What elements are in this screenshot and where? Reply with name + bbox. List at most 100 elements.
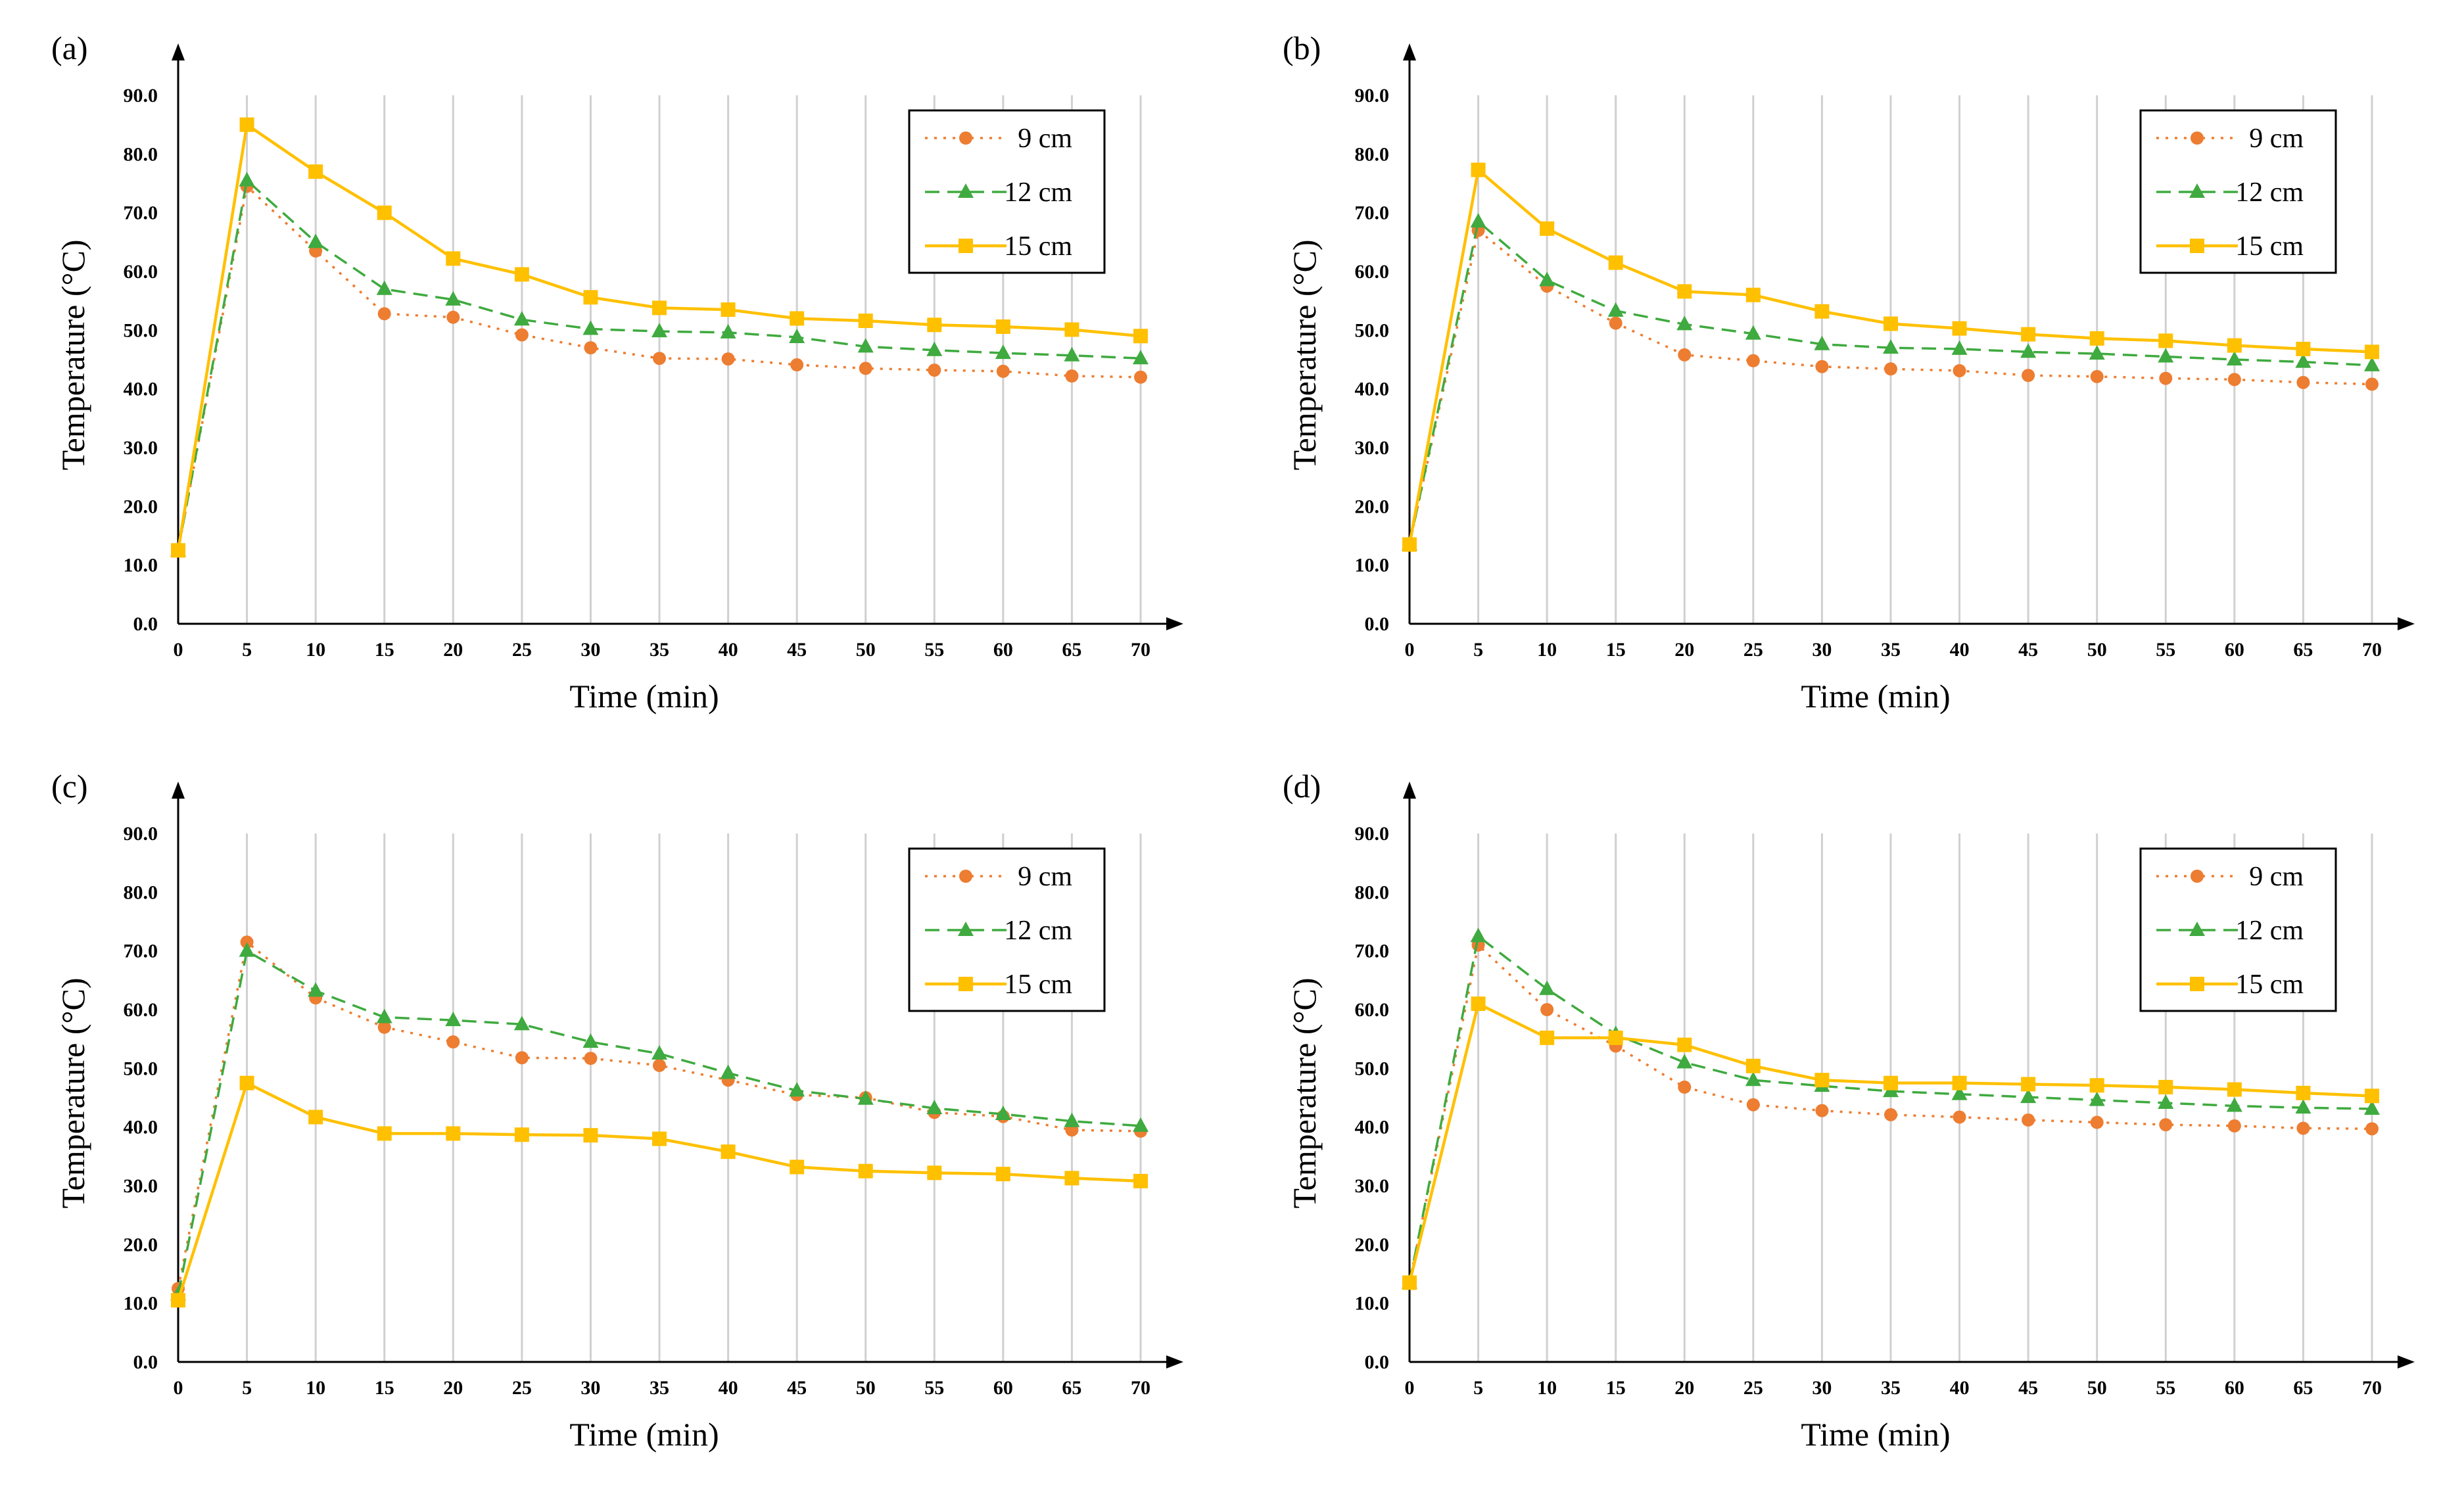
- data-point-s1-5: [513, 1016, 530, 1031]
- data-point-s0-10: [859, 362, 872, 375]
- data-point-s0-6: [1815, 360, 1829, 373]
- y-tick-label: 50.0: [124, 319, 158, 341]
- x-tick-label: 5: [1473, 639, 1483, 661]
- data-point-s1-3: [1607, 302, 1624, 317]
- y-tick-label: 10.0: [1355, 555, 1390, 576]
- x-tick-label: 60: [993, 639, 1013, 661]
- data-point-s0-13: [2296, 1121, 2310, 1135]
- data-point-s2-7: [652, 1131, 667, 1146]
- x-tick-label: 15: [375, 639, 394, 661]
- y-axis-title: Temperature (°C): [1286, 977, 1323, 1208]
- x-tick-label: 20: [1674, 1377, 1694, 1399]
- data-point-s2-11: [2158, 1079, 2173, 1094]
- x-tick-label: 50: [2087, 639, 2107, 661]
- data-point-s1-4: [1676, 1054, 1693, 1069]
- data-point-s1-3: [376, 280, 392, 295]
- data-point-s1-10: [857, 1090, 874, 1105]
- panel-label: (a): [51, 30, 88, 66]
- y-tick-label: 40.0: [1355, 379, 1390, 400]
- chart-panel-1: (b) 0.0 10.0 20.0 30.0 40.0 50.0 60.0 70.0 80.0 90…: [1283, 30, 2415, 714]
- data-point-s2-3: [377, 1126, 392, 1141]
- x-tick-label: 50: [856, 1377, 876, 1399]
- data-point-s2-1: [239, 117, 254, 132]
- data-point-s0-9: [2022, 1113, 2035, 1127]
- data-point-s1-2: [308, 982, 324, 997]
- data-point-s0-4: [446, 310, 460, 324]
- y-tick-label: 60.0: [124, 999, 158, 1021]
- y-tick-label: 60.0: [1355, 999, 1390, 1021]
- data-point-s1-5: [1745, 325, 1761, 340]
- x-tick-label: 45: [787, 1377, 807, 1399]
- x-tick-label: 30: [1812, 639, 1832, 661]
- x-tick-label: 40: [1950, 1377, 1970, 1399]
- data-point-s0-4: [446, 1035, 460, 1049]
- data-point-s1-6: [1814, 335, 1830, 350]
- data-point-s0-5: [1746, 1098, 1760, 1112]
- data-point-s1-9: [2020, 343, 2037, 358]
- data-point-s1-8: [1951, 340, 1968, 355]
- data-point-s2-1: [239, 1075, 254, 1090]
- chart-panel-2: (c) 0.0 10.0 20.0 30.0 40.0 50.0 60.0 70.0 80.0 90…: [51, 768, 1183, 1453]
- legend-marker-2: [959, 239, 973, 253]
- x-tick-label: 5: [1473, 1377, 1483, 1399]
- x-tick-label: 30: [580, 1377, 600, 1399]
- data-point-s1-14: [1133, 1117, 1149, 1132]
- x-tick-label: 20: [1674, 639, 1694, 661]
- x-axis-title: Time (min): [569, 678, 719, 714]
- data-point-s2-4: [1677, 1037, 1692, 1052]
- x-axis-title: Time (min): [1801, 678, 1950, 714]
- legend-label-1: 12 cm: [2235, 916, 2304, 946]
- data-point-s2-9: [790, 311, 805, 326]
- data-point-s2-12: [2227, 338, 2242, 353]
- y-tick-label: 90.0: [1355, 85, 1390, 106]
- data-point-s2-13: [2296, 341, 2311, 356]
- data-point-s0-8: [1953, 1110, 1966, 1124]
- y-axis-arrow: [172, 43, 185, 60]
- legend-marker-1: [958, 183, 974, 198]
- chart-panel-3: (d) 0.0 10.0 20.0 30.0 40.0 50.0 60.0 70.0 80.0 90…: [1283, 768, 2415, 1453]
- data-point-s0-3: [377, 1020, 391, 1034]
- data-point-s1-13: [1064, 346, 1080, 362]
- x-tick-label: 15: [375, 1377, 394, 1399]
- data-point-s2-2: [308, 1110, 323, 1125]
- data-point-s1-7: [652, 1045, 667, 1060]
- x-axis-arrow: [2398, 1355, 2415, 1369]
- y-tick-label: 60.0: [1355, 261, 1390, 283]
- x-axis-arrow: [1166, 617, 1183, 630]
- legend-label-0: 9 cm: [2249, 124, 2304, 154]
- data-point-s2-0: [1402, 1275, 1417, 1290]
- x-tick-label: 0: [1405, 639, 1415, 661]
- data-point-s2-2: [308, 164, 323, 179]
- x-tick-label: 5: [242, 1377, 252, 1399]
- y-tick-label: 0.0: [133, 613, 158, 635]
- data-point-s0-7: [1884, 1108, 1897, 1121]
- data-point-s1-13: [1064, 1112, 1080, 1127]
- data-point-s2-1: [1471, 162, 1486, 177]
- data-point-s0-12: [2227, 373, 2241, 386]
- data-point-s2-2: [1540, 1030, 1555, 1045]
- legend-label-0: 9 cm: [2249, 862, 2304, 892]
- panel-label: (d): [1283, 768, 1321, 805]
- x-tick-label: 10: [306, 1377, 325, 1399]
- y-tick-label: 20.0: [124, 496, 158, 517]
- data-point-s2-8: [721, 1144, 736, 1159]
- data-point-s2-9: [2021, 327, 2036, 342]
- data-point-s2-5: [514, 1127, 529, 1142]
- x-tick-label: 40: [1950, 639, 1970, 661]
- data-point-s1-5: [1745, 1071, 1761, 1087]
- data-point-s0-8: [721, 352, 735, 366]
- data-point-s2-0: [171, 1293, 185, 1308]
- data-point-s1-9: [789, 329, 805, 344]
- x-tick-label: 10: [1537, 639, 1557, 661]
- data-point-s0-6: [584, 341, 598, 355]
- legend-label-2: 15 cm: [2235, 970, 2304, 1000]
- data-point-s1-9: [789, 1082, 805, 1097]
- x-axis-arrow: [2398, 617, 2415, 630]
- data-point-s2-8: [1952, 1075, 1967, 1090]
- data-point-s1-1: [1470, 213, 1486, 228]
- data-point-s1-3: [376, 1008, 392, 1023]
- data-point-s1-8: [720, 1064, 736, 1079]
- data-point-s2-4: [446, 251, 461, 266]
- data-point-s1-1: [1470, 927, 1486, 943]
- data-point-s0-2: [1540, 1003, 1554, 1016]
